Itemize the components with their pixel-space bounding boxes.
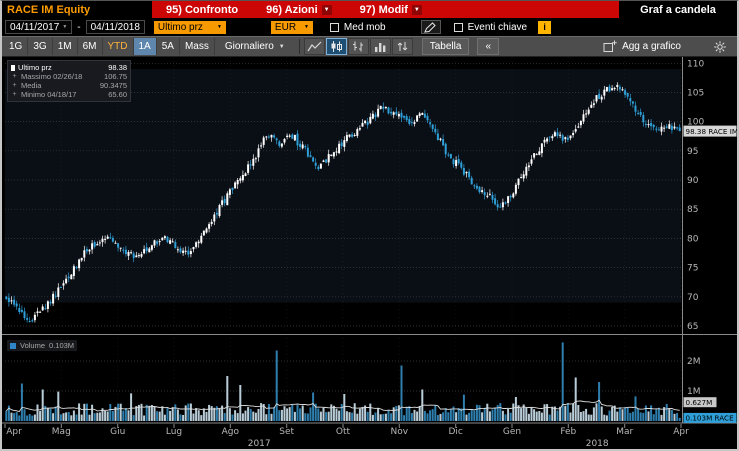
svg-text:Giu: Giu bbox=[110, 427, 125, 437]
chart-type-title: Graf a candela bbox=[619, 1, 737, 18]
period-button-3g[interactable]: 3G bbox=[28, 38, 53, 55]
eventi-chiave-label: Eventi chiave bbox=[467, 21, 528, 33]
med-mob-label: Med mob bbox=[343, 21, 386, 33]
med-mob-checkbox[interactable] bbox=[329, 22, 339, 32]
date-from-field[interactable]: 04/11/2017 ▼ bbox=[5, 20, 73, 34]
svg-text:98.38 RACE IM: 98.38 RACE IM bbox=[686, 127, 738, 136]
currency-dropdown[interactable]: EUR ▼ bbox=[270, 20, 313, 34]
svg-text:Apr: Apr bbox=[673, 427, 689, 437]
red-menu: 95) Confronto 96) Azioni ▼ 97) Modif ▼ bbox=[152, 1, 619, 18]
menu-item-confronto[interactable]: 95) Confronto bbox=[166, 3, 239, 16]
svg-text:Mag: Mag bbox=[52, 427, 71, 437]
svg-text:85: 85 bbox=[687, 205, 698, 215]
title-menu-bar: RACE IM Equity 95) Confronto 96) Azioni … bbox=[2, 1, 737, 18]
svg-text:Mar: Mar bbox=[616, 427, 633, 437]
legend-row-high: + Massimo 02/26/18 106.75 bbox=[12, 72, 127, 81]
svg-text:2017: 2017 bbox=[248, 439, 271, 449]
svg-text:Dic: Dic bbox=[449, 427, 463, 437]
chevron-down-icon: ▼ bbox=[216, 24, 222, 30]
chevron-down-icon: ▼ bbox=[321, 4, 332, 15]
ohlc-bars-icon bbox=[352, 41, 363, 52]
svg-text:2M: 2M bbox=[687, 357, 701, 367]
period-button-mass[interactable]: Mass bbox=[180, 38, 215, 55]
date-range-separator: - bbox=[77, 21, 81, 33]
price-source-dropdown[interactable]: Ultimo prz ▼ bbox=[153, 20, 226, 34]
svg-text:Feb: Feb bbox=[560, 427, 576, 437]
info-icon[interactable]: i bbox=[538, 20, 552, 34]
period-button-1m[interactable]: 1M bbox=[53, 38, 78, 55]
up-down-arrows-icon bbox=[397, 42, 408, 51]
chart-controls-row: 04/11/2017 ▼ - 04/11/2018 Ultimo prz ▼ E… bbox=[2, 18, 737, 36]
line-chart-icon bbox=[307, 41, 322, 52]
collapse-panel-button[interactable]: « bbox=[477, 38, 500, 55]
date-to-field[interactable]: 04/11/2018 bbox=[85, 20, 145, 34]
compare-button[interactable] bbox=[391, 38, 413, 55]
svg-text:80: 80 bbox=[687, 234, 699, 244]
svg-text:1M: 1M bbox=[687, 387, 701, 397]
menu-item-modif[interactable]: 97) Modif ▼ bbox=[359, 3, 422, 16]
marker-icon: + bbox=[12, 82, 17, 89]
histogram-icon bbox=[374, 43, 386, 52]
gear-icon bbox=[714, 40, 726, 53]
svg-text:65: 65 bbox=[687, 322, 698, 332]
annotate-button[interactable] bbox=[420, 20, 441, 34]
candle-marker-icon bbox=[11, 64, 15, 71]
svg-text:105: 105 bbox=[687, 88, 704, 98]
frequency-dropdown[interactable]: Giornaliero ▼ bbox=[224, 41, 285, 52]
ohlc-chart-button[interactable] bbox=[347, 38, 369, 55]
svg-text:Nov: Nov bbox=[391, 427, 409, 437]
chevron-down-icon: ▼ bbox=[303, 24, 309, 30]
svg-text:110: 110 bbox=[687, 59, 704, 69]
svg-text:Gen: Gen bbox=[503, 427, 521, 437]
table-button[interactable]: Tabella bbox=[421, 38, 470, 55]
settings-button[interactable] bbox=[709, 38, 731, 55]
eventi-chiave-checkbox[interactable] bbox=[453, 22, 463, 32]
legend-row-low: + Minimo 04/18/17 65.60 bbox=[12, 90, 127, 99]
add-to-chart-button[interactable]: Agg a grafico bbox=[603, 40, 681, 53]
period-button-1g[interactable]: 1G bbox=[4, 38, 29, 55]
svg-text:Lug: Lug bbox=[166, 427, 182, 437]
svg-text:75: 75 bbox=[687, 264, 698, 274]
histogram-button[interactable] bbox=[369, 38, 391, 55]
chevron-down-icon: ▼ bbox=[411, 4, 422, 15]
chevron-down-icon: ▼ bbox=[62, 24, 68, 30]
volume-legend: Volume 0.103M bbox=[7, 340, 78, 351]
candle-chart-button[interactable] bbox=[325, 38, 347, 55]
marker-icon: + bbox=[12, 73, 17, 80]
svg-text:0.103M RACE IM: 0.103M RACE IM bbox=[686, 414, 738, 423]
price-volume-chart[interactable]: 65 70 75 80 85 90 95 100 105 110 Apr Mag Giu Lug Ago Se… bbox=[2, 57, 737, 449]
svg-text:90: 90 bbox=[687, 176, 699, 186]
candlestick-icon bbox=[331, 41, 342, 52]
svg-text:Apr: Apr bbox=[6, 427, 22, 437]
ticker-label: RACE IM Equity bbox=[7, 3, 91, 16]
security-ticker[interactable]: RACE IM Equity bbox=[2, 1, 152, 18]
volume-marker-icon bbox=[10, 342, 16, 349]
svg-text:2018: 2018 bbox=[586, 439, 609, 449]
period-button-ytd[interactable]: YTD bbox=[103, 38, 134, 55]
add-chart-icon bbox=[603, 40, 617, 52]
svg-text:100: 100 bbox=[687, 118, 704, 128]
svg-text:Ott: Ott bbox=[336, 427, 351, 437]
chart-area: 65 70 75 80 85 90 95 100 105 110 Apr Mag Giu Lug Ago Se… bbox=[2, 57, 737, 449]
line-chart-button[interactable] bbox=[303, 38, 325, 55]
marker-icon: + bbox=[12, 91, 17, 98]
period-button-6m[interactable]: 6M bbox=[78, 38, 103, 55]
period-button-5a[interactable]: 5A bbox=[157, 38, 180, 55]
price-legend: Ultimo prz 98.38 + Massimo 02/26/18 106.… bbox=[7, 60, 131, 102]
svg-text:70: 70 bbox=[687, 293, 699, 303]
chart-toolbar: 1G 3G 1M 6M YTD 1A 5A Mass Giornaliero ▼ bbox=[2, 36, 737, 57]
svg-text:Set: Set bbox=[279, 427, 294, 437]
svg-text:95: 95 bbox=[687, 147, 698, 157]
svg-text:0.627M: 0.627M bbox=[686, 398, 713, 407]
menu-item-azioni[interactable]: 96) Azioni ▼ bbox=[266, 3, 332, 16]
legend-row-last: Ultimo prz 98.38 bbox=[11, 63, 127, 72]
chevron-down-icon: ▼ bbox=[278, 43, 285, 50]
period-button-1a-selected[interactable]: 1A bbox=[133, 38, 157, 55]
pencil-icon bbox=[424, 21, 436, 33]
svg-text:Ago: Ago bbox=[222, 427, 240, 437]
toolbar-divider bbox=[298, 39, 300, 54]
legend-row-mean: + Media 90.3475 bbox=[12, 81, 127, 90]
